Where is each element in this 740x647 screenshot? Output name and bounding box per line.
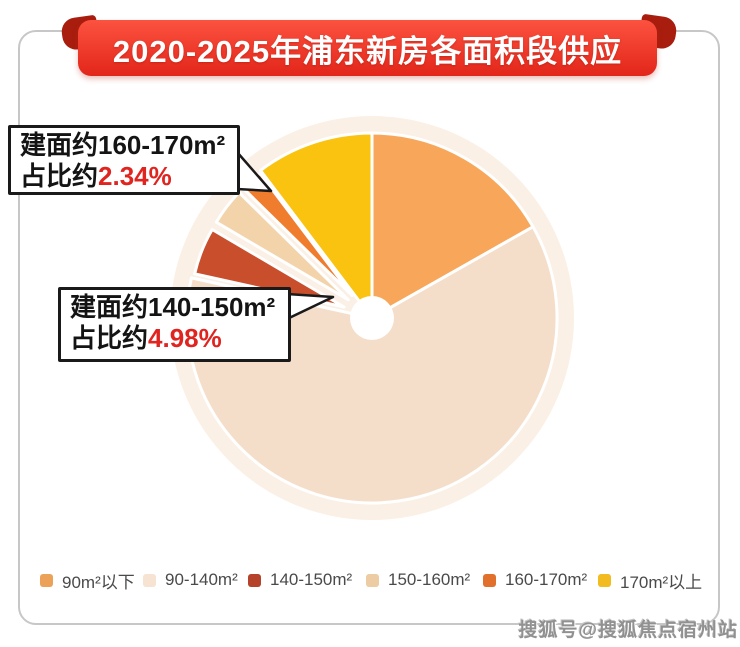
pie-slice-under-90 (370, 131, 535, 320)
callout-160-170: 建面约160-170m² 占比约2.34% (8, 125, 240, 195)
pie-slice-140-150 (193, 228, 346, 309)
legend-swatch-140-150 (248, 573, 261, 587)
legend-swatch-90-140 (143, 573, 156, 587)
legend-label: 150-160m² (388, 570, 471, 589)
legend-swatch-under-90 (40, 573, 53, 587)
title-banner: 2020-2025年浦东新房各面积段供应 (78, 20, 657, 76)
legend-item-over-170: 170m²以上 (598, 567, 702, 593)
pie-slice-over-170 (259, 131, 374, 320)
watermark: 搜狐号@搜狐焦点宿州站 (518, 620, 738, 641)
legend-item-160-170: 160-170m² (483, 567, 587, 593)
callout-share-line: 占比约4.98% (70, 323, 279, 354)
callout-share-prefix: 占比约 (20, 161, 99, 191)
callout-share-value: 4.98% (148, 323, 222, 353)
callout-140-150: 建面约140-150m² 占比约4.98% (58, 287, 291, 362)
legend-swatch-160-170 (483, 573, 496, 587)
legend-label: 140-150m² (270, 570, 353, 589)
page-title: 2020-2025年浦东新房各面积段供应 (112, 33, 623, 69)
pie-slice-90-140 (185, 225, 559, 505)
legend-label: 90-140m² (165, 570, 238, 589)
callout-share-prefix: 占比约 (70, 323, 149, 353)
legend-label: 160-170m² (505, 570, 588, 589)
legend-label: 170m²以上 (620, 572, 703, 592)
legend-item-150-160: 150-160m² (366, 567, 470, 593)
legend-label: 90m²以下 (62, 572, 135, 592)
legend-item-under-90: 90m²以下 (40, 567, 135, 593)
legend: 90m²以下 90-140m² 140-150m² 150-160m² 160-170m… (0, 567, 740, 593)
legend-swatch-150-160 (366, 573, 379, 587)
callout-area-label: 建面约160-170m² (20, 130, 226, 160)
pie-center-hole (350, 296, 394, 340)
callout-area-label: 建面约140-150m² (70, 292, 276, 322)
callout-share-value: 2.34% (98, 161, 172, 191)
legend-item-90-140: 90-140m² (143, 567, 238, 593)
legend-swatch-over-170 (598, 573, 611, 587)
legend-item-140-150: 140-150m² (248, 567, 352, 593)
callout-share-line: 占比约2.34% (20, 161, 228, 192)
